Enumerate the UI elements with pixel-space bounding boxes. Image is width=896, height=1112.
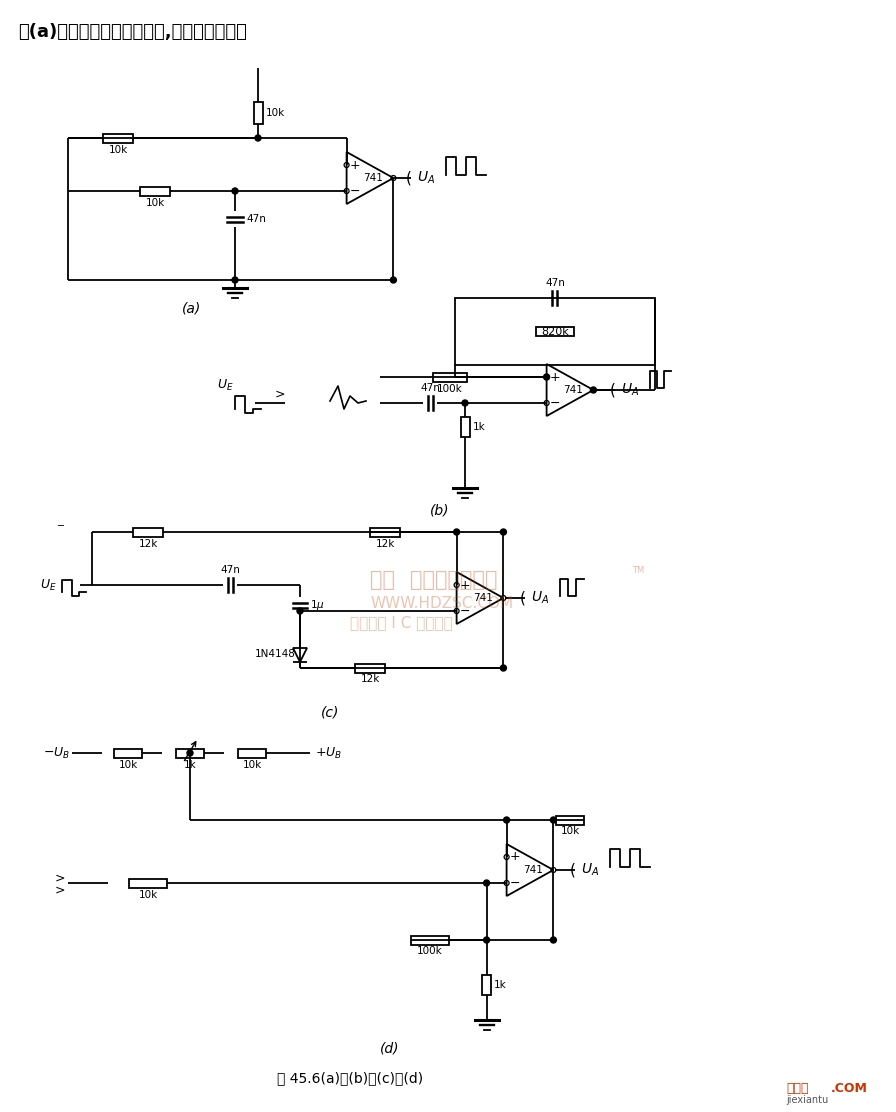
Text: (: (: [520, 590, 525, 606]
Circle shape: [544, 374, 549, 380]
Circle shape: [232, 188, 238, 193]
Text: 100k: 100k: [418, 946, 443, 956]
Circle shape: [297, 608, 303, 614]
Text: 1$\mu$: 1$\mu$: [310, 598, 324, 612]
Text: +: +: [549, 370, 560, 384]
Text: 100k: 100k: [437, 384, 463, 394]
Text: −: −: [460, 605, 470, 617]
Circle shape: [453, 529, 460, 535]
Text: (b): (b): [430, 503, 450, 517]
Text: 杭州: 杭州: [370, 570, 395, 590]
Text: 10k: 10k: [118, 759, 138, 770]
Text: WWW.HDZSC.COM: WWW.HDZSC.COM: [370, 596, 513, 610]
Text: 10k: 10k: [145, 198, 165, 208]
Text: −: −: [349, 185, 360, 198]
Text: 图 45.6(a)、(b)、(c)、(d): 图 45.6(a)、(b)、(c)、(d): [277, 1071, 423, 1085]
Text: 741: 741: [363, 173, 383, 183]
Text: 1k: 1k: [494, 980, 507, 990]
Bar: [482, 975, 491, 995]
Circle shape: [391, 277, 396, 282]
Circle shape: [484, 937, 489, 943]
Bar: [556, 815, 584, 824]
Text: 10k: 10k: [108, 145, 127, 155]
Circle shape: [550, 937, 556, 943]
Text: $\mathit{U}_A$: $\mathit{U}_A$: [418, 170, 435, 186]
Bar: [129, 878, 167, 887]
Text: 10k: 10k: [265, 108, 285, 118]
Circle shape: [484, 880, 489, 886]
Text: 12k: 12k: [360, 675, 380, 685]
Text: (: (: [570, 863, 575, 877]
Text: 741: 741: [473, 593, 493, 603]
Text: >: >: [275, 388, 285, 401]
Text: +: +: [349, 159, 360, 171]
Text: $-U_B$: $-U_B$: [43, 745, 70, 761]
Text: 47n: 47n: [220, 565, 240, 575]
Bar: [254, 102, 263, 125]
Text: $\mathit{U}_E$: $\mathit{U}_E$: [40, 577, 57, 593]
Text: 820k: 820k: [541, 327, 569, 337]
Circle shape: [462, 400, 468, 406]
Text: +: +: [509, 851, 520, 864]
Text: $\mathit{U}_E$: $\mathit{U}_E$: [217, 378, 233, 393]
Text: 图(a)电路为多谐振荡器电路,产生方波信号，: 图(a)电路为多谐振荡器电路,产生方波信号，: [18, 23, 247, 41]
Text: >: >: [55, 884, 65, 896]
Text: (: (: [609, 383, 616, 397]
Text: jiexiantu: jiexiantu: [786, 1095, 828, 1105]
Text: 1k: 1k: [472, 421, 486, 431]
Text: −: −: [509, 876, 520, 890]
Bar: [114, 748, 142, 757]
Text: $+U_B$: $+U_B$: [315, 745, 342, 761]
Text: 10k: 10k: [243, 759, 262, 770]
Text: 1N4148: 1N4148: [255, 649, 296, 659]
Text: +: +: [460, 578, 470, 592]
Bar: [238, 748, 266, 757]
Text: 47n: 47n: [420, 383, 440, 393]
Text: 10k: 10k: [138, 890, 158, 900]
Bar: [103, 133, 133, 142]
Text: 12k: 12k: [375, 538, 394, 548]
Text: (: (: [406, 170, 411, 186]
Text: $\mathit{U}_A$: $\mathit{U}_A$: [531, 589, 549, 606]
Circle shape: [500, 529, 506, 535]
Circle shape: [187, 749, 193, 756]
Text: 47n: 47n: [545, 278, 565, 288]
Bar: [133, 527, 163, 536]
Text: 741: 741: [563, 385, 583, 395]
Bar: [355, 664, 385, 673]
Bar: [536, 327, 574, 336]
Circle shape: [504, 817, 510, 823]
Text: $\mathit{U}_A$: $\mathit{U}_A$: [622, 381, 640, 398]
Text: .COM: .COM: [831, 1082, 868, 1094]
Bar: [176, 748, 204, 757]
Text: ─: ─: [57, 522, 63, 532]
Circle shape: [500, 665, 506, 671]
Bar: [140, 187, 170, 196]
Text: $\mathit{U}_A$: $\mathit{U}_A$: [582, 862, 599, 878]
Text: 缝库电子市场网: 缝库电子市场网: [410, 570, 497, 590]
Circle shape: [232, 277, 238, 282]
Text: (c): (c): [321, 705, 340, 719]
Text: 10k: 10k: [560, 826, 580, 836]
Text: 12k: 12k: [138, 538, 158, 548]
Text: 全球最大 I C 采购网站: 全球最大 I C 采购网站: [350, 616, 452, 631]
Circle shape: [590, 387, 597, 393]
Text: >: >: [55, 872, 65, 884]
Text: 741: 741: [523, 865, 543, 875]
Bar: [461, 417, 470, 437]
Text: 47n: 47n: [246, 214, 266, 224]
Text: (d): (d): [380, 1041, 400, 1055]
Text: −: −: [549, 397, 560, 409]
Bar: [455, 298, 655, 365]
Text: 1k: 1k: [184, 759, 196, 770]
Circle shape: [550, 817, 556, 823]
Text: 接线图: 接线图: [786, 1082, 808, 1094]
Bar: [411, 935, 449, 944]
Bar: [370, 527, 400, 536]
Circle shape: [255, 135, 261, 141]
Bar: [433, 373, 467, 381]
Text: (a): (a): [183, 301, 202, 315]
Text: TM: TM: [632, 566, 644, 575]
